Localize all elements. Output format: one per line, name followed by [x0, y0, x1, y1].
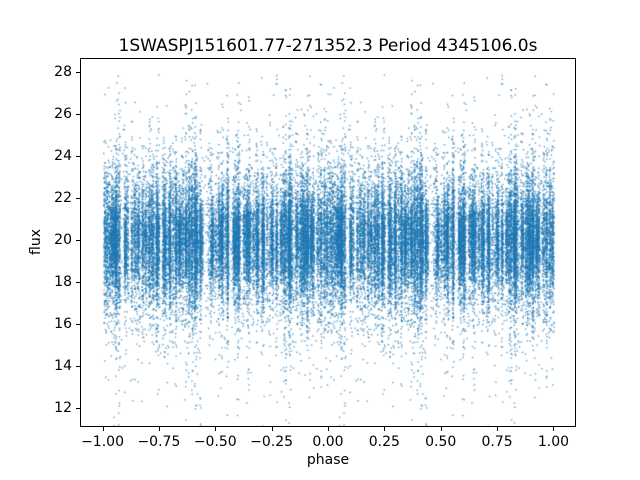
y-tick-label: 28 [54, 64, 72, 81]
scatter-points-canvas [81, 59, 575, 426]
x-tick-label: 0.50 [425, 434, 457, 450]
y-axis-label: flux [28, 229, 44, 255]
x-tick-label: 1.00 [537, 434, 570, 450]
y-tick-mark [76, 156, 80, 158]
x-tick-label: −0.25 [250, 434, 294, 450]
y-tick-label: 22 [54, 190, 72, 207]
y-tick-label: 26 [54, 106, 72, 123]
y-tick-label: 20 [54, 232, 72, 249]
y-tick-mark [76, 324, 80, 326]
y-tick-mark [76, 114, 80, 116]
y-tick-mark [76, 240, 80, 242]
y-tick-label: 24 [54, 148, 72, 165]
x-tick-label: 0.75 [481, 434, 513, 450]
x-tick-mark [215, 427, 217, 431]
x-tick-mark [102, 427, 104, 431]
plot-area [80, 58, 576, 427]
plot-title: 1SWASPJ151601.77-271352.3 Period 4345106… [118, 36, 538, 56]
y-tick-mark [76, 198, 80, 200]
x-tick-mark [328, 427, 329, 431]
y-tick-label: 12 [54, 400, 72, 417]
x-tick-label: 0.00 [312, 434, 344, 450]
y-tick-mark [76, 366, 80, 368]
x-tick-label: −0.50 [193, 434, 237, 450]
x-tick-label: −0.75 [137, 434, 181, 450]
x-tick-mark [497, 427, 499, 431]
y-tick-label: 18 [54, 274, 72, 291]
x-tick-mark [440, 427, 442, 431]
x-tick-mark [553, 427, 555, 431]
x-tick-mark [271, 427, 273, 431]
y-tick-mark [76, 72, 80, 74]
x-tick-mark [384, 427, 386, 431]
y-tick-label: 14 [54, 358, 72, 375]
x-tick-label: 0.25 [368, 434, 400, 450]
y-tick-mark [76, 408, 80, 410]
x-tick-label: −1.00 [81, 434, 124, 450]
y-tick-label: 16 [54, 316, 72, 333]
y-tick-mark [76, 282, 80, 284]
x-axis-label: phase [306, 452, 350, 468]
x-tick-mark [158, 427, 160, 431]
